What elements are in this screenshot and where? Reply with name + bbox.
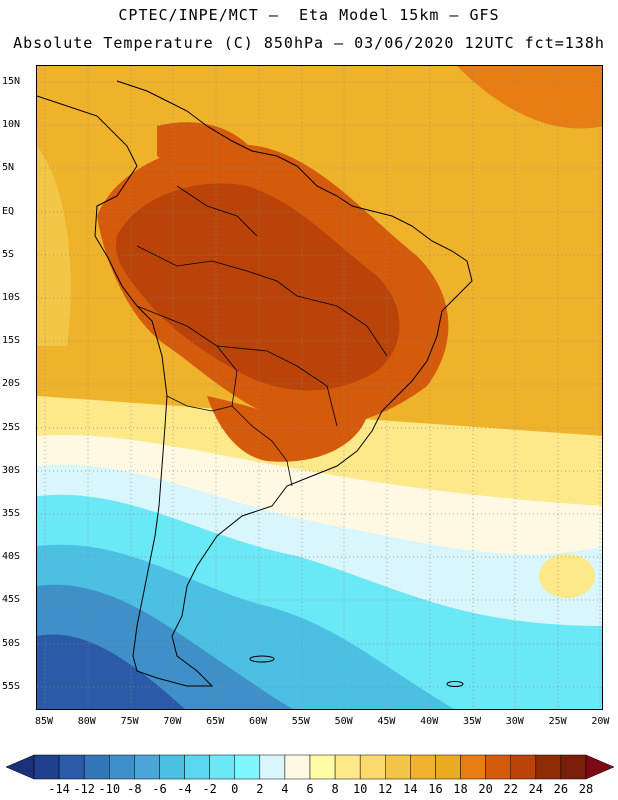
latitude-label: 15S	[2, 335, 21, 347]
colorbar-swatch	[58, 754, 85, 780]
colorbar-swatch	[33, 754, 60, 780]
colorbar-tick-label: 22	[503, 782, 518, 796]
colorbar-swatch	[510, 754, 537, 780]
colorbar-tick-label: 20	[478, 782, 493, 796]
colorbar-swatch	[259, 754, 286, 780]
colorbar-tick-label: 10	[352, 782, 368, 796]
colorbar-swatch	[385, 754, 411, 780]
latitude-label: 40S	[2, 551, 21, 563]
colorbar-swatch	[209, 754, 235, 780]
colorbar-tick-label: -10	[98, 782, 121, 796]
heat-region-north	[157, 122, 257, 171]
band-deep-blue	[37, 634, 185, 709]
longitude-label: 80W	[77, 716, 96, 727]
colorbar-swatch	[109, 754, 135, 780]
warm-ne-ocean	[457, 66, 602, 129]
latitude-label: 10N	[2, 119, 21, 131]
colorbar-over-arrow	[585, 754, 615, 780]
longitude-label: 45W	[377, 716, 396, 727]
colorbar-tick-label: 6	[306, 782, 314, 796]
latitude-label: 20S	[2, 378, 21, 390]
colorbar-swatch	[485, 754, 511, 780]
colorbar-swatch	[134, 754, 160, 780]
latitude-label: 5N	[2, 162, 15, 174]
longitude-label: 55W	[291, 716, 310, 727]
colorbar-tick-label: 28	[578, 782, 594, 796]
colorbar-tick-label: -12	[73, 782, 96, 796]
colorbar	[5, 754, 615, 780]
chart-title: CPTEC/INPE/MCT – Eta Model 15km – GFS	[118, 6, 500, 24]
colorbar-swatch	[435, 754, 461, 780]
heat-region-south	[207, 396, 367, 462]
pacific-cooler	[37, 146, 71, 346]
colorbar-swatch	[535, 754, 562, 780]
graticule	[37, 66, 602, 709]
colorbar-tick-label: 0	[231, 782, 239, 796]
chart-subtitle: Absolute Temperature (C) 850hPa – 03/06/…	[13, 34, 605, 52]
longitude-label: 60W	[248, 716, 268, 727]
colorbar-swatch	[460, 754, 486, 780]
longitude-label: 20W	[591, 716, 610, 727]
colorbar-tick-label: 16	[428, 782, 443, 796]
heat-region-inner	[116, 183, 400, 391]
colorbar-tick-label: 24	[528, 782, 544, 796]
colorbar-swatch	[309, 754, 336, 780]
latitude-label: 5S	[2, 248, 15, 260]
longitude-label: 50W	[334, 716, 353, 727]
longitude-label: 25W	[548, 716, 567, 727]
latitude-label: 35S	[2, 508, 21, 519]
south-georgia	[446, 681, 464, 687]
latitude-label: 55S	[2, 680, 21, 692]
warm-spot-atlantic	[539, 554, 595, 598]
colorbar-tick-label: 14	[403, 782, 418, 796]
south-america-coastline	[37, 80, 473, 687]
longitude-label: 65W	[206, 716, 225, 727]
map-canvas	[37, 66, 602, 709]
colorbar-swatch	[334, 754, 361, 780]
colorbar-tick-label: 12	[378, 782, 393, 796]
latitude-label: 25S	[2, 421, 21, 433]
colorbar-swatch	[184, 754, 210, 780]
colorbar-tick-label: -6	[152, 782, 167, 796]
longitude-label: 85W	[34, 716, 54, 727]
longitude-label: 35W	[462, 716, 482, 727]
colorbar-tick-label: -4	[177, 782, 192, 796]
colorbar-swatch	[159, 754, 185, 780]
latitude-label: 10S	[2, 292, 21, 303]
longitude-label: 70W	[163, 716, 182, 727]
longitude-label: 40W	[420, 716, 439, 727]
colorbar-swatch	[410, 754, 436, 780]
latitude-label: 30S	[2, 464, 21, 476]
colorbar-tick-label: -2	[202, 782, 217, 796]
temperature-map	[36, 65, 603, 710]
colorbar-tick-label: -8	[127, 782, 142, 796]
latitude-label: EQ	[2, 205, 15, 217]
colorbar-swatch	[83, 754, 110, 780]
colorbar-swatch	[560, 754, 587, 780]
colorbar-swatch	[359, 754, 386, 780]
colorbar-tick-label: 4	[281, 782, 289, 796]
colorbar-swatch	[284, 754, 311, 780]
colorbar-tick-label: 26	[553, 782, 569, 796]
country-borders	[136, 185, 388, 487]
latitude-label: 45S	[2, 594, 21, 606]
colorbar-tick-label: 2	[256, 782, 264, 796]
latitude-label: 15N	[2, 76, 21, 87]
longitude-label: 30W	[505, 716, 524, 727]
colorbar-tick-label: 18	[453, 782, 468, 796]
colorbar-tick-label: 8	[331, 782, 339, 796]
colorbar-under-arrow	[5, 754, 35, 780]
longitude-label: 75W	[120, 716, 139, 727]
falkland-islands	[249, 655, 275, 663]
latitude-label: 50S	[2, 637, 21, 649]
colorbar-tick-label: -14	[48, 782, 70, 796]
colorbar-swatch	[234, 754, 261, 780]
